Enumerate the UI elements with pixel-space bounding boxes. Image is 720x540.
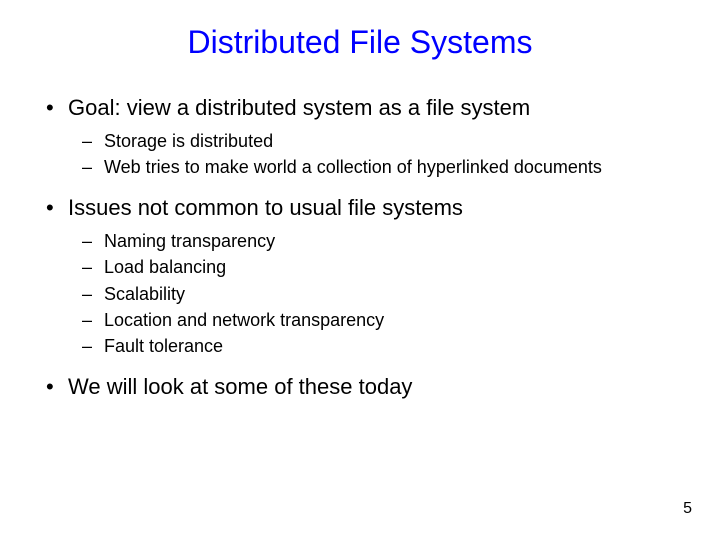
sub-bullet-item: Fault tolerance — [104, 334, 680, 358]
bullet-item: Goal: view a distributed system as a fil… — [68, 93, 680, 179]
bullet-text: We will look at some of these today — [68, 374, 412, 399]
slide-title: Distributed File Systems — [40, 24, 680, 61]
sub-bullet-list: Naming transparency Load balancing Scala… — [68, 229, 680, 358]
sub-bullet-item: Location and network transparency — [104, 308, 680, 332]
sub-bullet-item: Naming transparency — [104, 229, 680, 253]
bullet-item: We will look at some of these today — [68, 372, 680, 402]
slide: Distributed File Systems Goal: view a di… — [0, 0, 720, 540]
sub-bullet-item: Web tries to make world a collection of … — [104, 155, 680, 179]
sub-bullet-list: Storage is distributed Web tries to make… — [68, 129, 680, 180]
bullet-text: Goal: view a distributed system as a fil… — [68, 95, 530, 120]
sub-bullet-item: Load balancing — [104, 255, 680, 279]
bullet-list: Goal: view a distributed system as a fil… — [40, 93, 680, 402]
sub-bullet-item: Storage is distributed — [104, 129, 680, 153]
bullet-item: Issues not common to usual file systems … — [68, 193, 680, 358]
page-number: 5 — [683, 500, 692, 518]
bullet-text: Issues not common to usual file systems — [68, 195, 463, 220]
sub-bullet-item: Scalability — [104, 282, 680, 306]
